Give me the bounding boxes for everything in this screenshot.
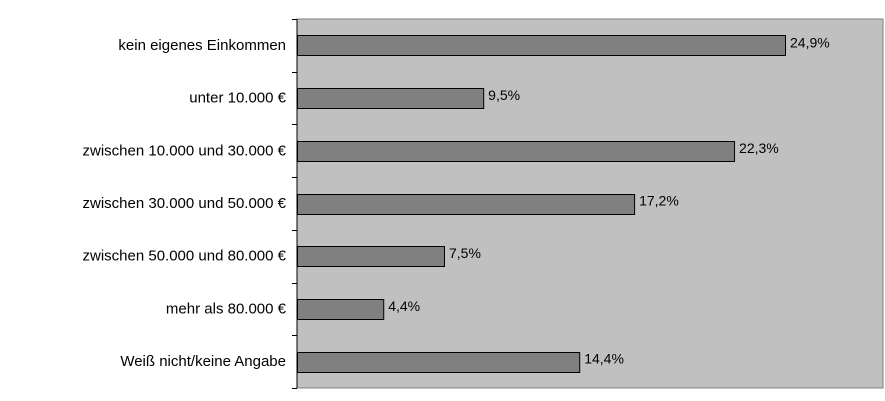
y-axis-ticks [292, 19, 297, 389]
value-label: 17,2% [639, 193, 679, 209]
value-label: 4,4% [388, 298, 420, 314]
bars [297, 35, 786, 373]
category-label: mehr als 80.000 € [166, 300, 287, 317]
value-label: 9,5% [488, 87, 520, 103]
value-label: 7,5% [449, 245, 481, 261]
category-label: zwischen 50.000 und 80.000 € [83, 248, 287, 265]
bar [297, 88, 485, 109]
bar [297, 352, 581, 373]
category-label: kein eigenes Einkommen [118, 37, 286, 54]
category-label: zwischen 30.000 und 50.000 € [83, 195, 287, 212]
category-labels: kein eigenes Einkommen unter 10.000 € zwis… [83, 37, 287, 370]
category-label: Weiß nicht/keine Angabe [120, 353, 286, 370]
value-label: 22,3% [739, 140, 779, 156]
bar [297, 141, 736, 162]
value-label: 24,9% [790, 34, 830, 50]
bar [297, 299, 385, 320]
value-label: 14,4% [584, 351, 624, 367]
bar [297, 35, 786, 56]
category-label: zwischen 10.000 und 30.000 € [83, 142, 287, 159]
value-labels: 24,9% 9,5% 22,3% 17,2% 7,5% 4,4% 14,4% [388, 34, 829, 366]
category-label: unter 10.000 € [189, 90, 286, 107]
bar [297, 246, 445, 267]
bar [297, 194, 636, 215]
